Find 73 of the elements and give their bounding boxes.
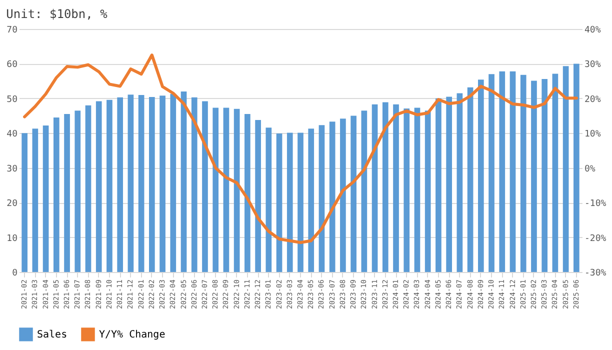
bar — [414, 108, 420, 272]
bar — [298, 132, 304, 272]
bar — [542, 78, 548, 272]
bar — [382, 102, 388, 272]
bar — [32, 128, 38, 272]
bar — [488, 74, 494, 272]
bar — [329, 122, 336, 272]
y-tick-label: 30 — [6, 164, 18, 174]
y-tick-label: 50 — [6, 94, 18, 105]
bar — [170, 94, 176, 272]
bar — [212, 108, 219, 272]
bar — [499, 71, 506, 272]
bar — [96, 101, 102, 272]
y-tick-label: 20 — [6, 199, 18, 210]
bar — [372, 104, 378, 272]
y2-tick-label: 40% — [584, 26, 602, 36]
bar — [53, 118, 60, 272]
bar — [22, 133, 28, 272]
bar — [446, 96, 452, 272]
bar — [424, 110, 431, 272]
y-tick-label: 40 — [6, 130, 18, 140]
bar — [128, 94, 134, 272]
bar — [531, 80, 537, 272]
y2-tick-label: 20% — [584, 94, 602, 105]
bar — [138, 94, 144, 272]
bar — [191, 97, 198, 272]
bar — [234, 108, 240, 272]
bar — [361, 110, 368, 272]
y2-tick-label: -20% — [584, 234, 607, 244]
y-tick-label: 0 — [12, 268, 18, 278]
bar — [74, 110, 81, 272]
bar — [456, 93, 463, 272]
bar — [340, 118, 346, 272]
bar — [552, 74, 558, 272]
bar — [286, 132, 293, 272]
y-tick-label: 70 — [6, 26, 18, 36]
bar — [478, 80, 484, 272]
bar — [436, 98, 442, 272]
y2-tick-label: 0% — [584, 164, 596, 174]
y2-tick-label: 30% — [584, 60, 602, 70]
bar — [318, 125, 325, 272]
bar — [520, 74, 526, 272]
bar — [467, 87, 474, 272]
bar — [276, 133, 282, 272]
bar — [308, 128, 314, 272]
y-tick-label: 60 — [6, 60, 18, 70]
line-series — [23, 54, 578, 244]
bar — [510, 71, 516, 272]
legend-label: Sales — [37, 329, 68, 340]
bar — [117, 97, 124, 272]
bar — [393, 104, 399, 272]
bar — [223, 108, 230, 272]
bar — [562, 66, 569, 272]
y2-tick-label: -10% — [584, 199, 607, 210]
bar — [106, 100, 112, 272]
bar — [202, 101, 208, 272]
chart-title: Unit: $10bn, % — [6, 7, 108, 21]
y-tick-label: 10 — [6, 234, 18, 244]
bar — [42, 126, 49, 272]
bar — [266, 128, 272, 272]
bar — [149, 97, 155, 272]
bar — [244, 114, 250, 272]
bar — [160, 96, 166, 272]
bar — [64, 114, 70, 272]
bar — [85, 105, 92, 272]
bar — [255, 120, 261, 272]
y2-tick-label: 10% — [584, 130, 602, 140]
bar — [574, 64, 580, 272]
bar — [404, 108, 410, 272]
bar — [350, 116, 356, 272]
y2-tick-label: -30% — [584, 268, 607, 278]
bar — [180, 91, 187, 272]
legend-label: Y/Y% Change — [99, 329, 166, 340]
